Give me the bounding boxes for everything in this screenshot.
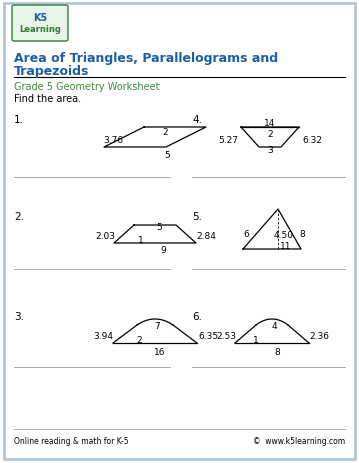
Text: 7: 7 bbox=[154, 322, 160, 331]
Text: ©  www.k5learning.com: © www.k5learning.com bbox=[253, 436, 345, 445]
Text: 5.27: 5.27 bbox=[218, 136, 238, 145]
Text: 6.35: 6.35 bbox=[198, 332, 218, 341]
Text: 2.: 2. bbox=[14, 212, 24, 221]
Text: 8: 8 bbox=[274, 348, 280, 357]
Text: 9: 9 bbox=[160, 246, 166, 255]
Text: 5: 5 bbox=[164, 151, 170, 160]
Text: 2.03: 2.03 bbox=[95, 232, 115, 241]
FancyBboxPatch shape bbox=[12, 6, 68, 42]
Text: 8: 8 bbox=[299, 230, 305, 239]
Text: 14: 14 bbox=[264, 118, 276, 127]
Text: 1: 1 bbox=[253, 336, 259, 345]
Text: Grade 5 Geometry Worksheet: Grade 5 Geometry Worksheet bbox=[14, 82, 159, 92]
Text: 3: 3 bbox=[267, 146, 273, 155]
Text: Find the area.: Find the area. bbox=[14, 94, 81, 104]
Text: 3.94: 3.94 bbox=[93, 332, 113, 341]
FancyBboxPatch shape bbox=[4, 4, 355, 459]
Text: 6.32: 6.32 bbox=[302, 136, 322, 145]
Text: 4.50: 4.50 bbox=[274, 231, 294, 240]
Text: 3.: 3. bbox=[14, 311, 24, 321]
Text: 2: 2 bbox=[136, 336, 142, 345]
Text: 5: 5 bbox=[156, 223, 162, 232]
Text: Area of Triangles, Parallelograms and: Area of Triangles, Parallelograms and bbox=[14, 52, 278, 65]
Text: 1.: 1. bbox=[14, 115, 24, 125]
Text: 4.: 4. bbox=[192, 115, 202, 125]
Text: 2: 2 bbox=[162, 128, 168, 137]
Text: 2.36: 2.36 bbox=[309, 332, 329, 341]
Text: 16: 16 bbox=[154, 348, 166, 357]
Text: 3.76: 3.76 bbox=[103, 136, 123, 145]
Text: 2: 2 bbox=[267, 130, 273, 139]
Text: 11: 11 bbox=[280, 242, 292, 251]
Text: Trapezoids: Trapezoids bbox=[14, 65, 89, 78]
Text: 2.84: 2.84 bbox=[196, 232, 216, 241]
Text: 4: 4 bbox=[271, 322, 277, 331]
Text: 5.: 5. bbox=[192, 212, 202, 221]
Text: 2.53: 2.53 bbox=[216, 332, 236, 341]
Text: Online reading & math for K-5: Online reading & math for K-5 bbox=[14, 436, 129, 445]
Text: 1: 1 bbox=[138, 236, 144, 245]
Text: K5: K5 bbox=[33, 13, 47, 23]
Text: 6: 6 bbox=[243, 230, 249, 239]
Text: 6.: 6. bbox=[192, 311, 202, 321]
Text: Learning: Learning bbox=[19, 25, 61, 34]
